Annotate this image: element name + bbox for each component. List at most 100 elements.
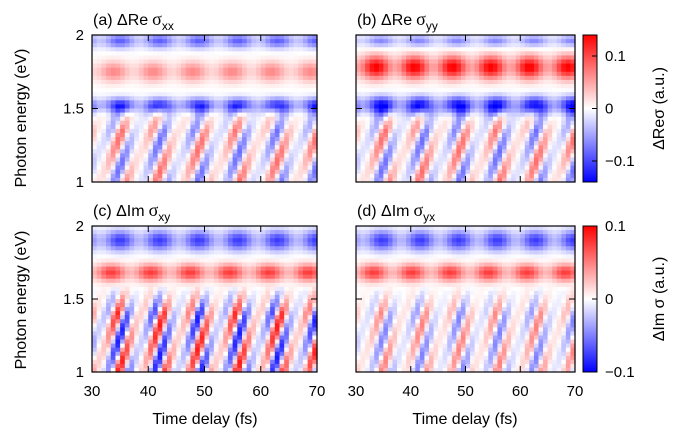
heatmap-cell — [520, 108, 526, 114]
heatmap-cell — [143, 311, 149, 316]
heatmap-cell — [199, 173, 206, 179]
heatmap-cell — [307, 43, 313, 48]
heatmap-cell — [242, 290, 248, 296]
heatmap-cell — [143, 270, 149, 276]
heatmap-cell — [227, 112, 234, 118]
heatmap-cell — [162, 319, 168, 324]
heatmap-cell — [176, 157, 182, 163]
heatmap-cell — [209, 63, 215, 69]
heatmap-cell — [438, 157, 444, 163]
heatmap-cell — [227, 124, 234, 130]
heatmap-cell — [143, 149, 149, 155]
heatmap-cell — [401, 169, 407, 175]
heatmap-cell — [561, 92, 567, 97]
heatmap-cell — [543, 112, 549, 118]
heatmap-cell — [406, 55, 412, 61]
heatmap-cell — [547, 112, 553, 118]
heatmap-cell — [419, 75, 426, 81]
heatmap-cell — [92, 173, 98, 179]
heatmap-cell — [492, 120, 499, 126]
heatmap-cell — [424, 133, 430, 138]
heatmap-cell — [502, 112, 508, 118]
heatmap-cell — [274, 363, 281, 369]
heatmap-cell — [157, 133, 163, 138]
heatmap-cell — [284, 149, 290, 155]
heatmap-cell — [106, 282, 112, 288]
heatmap-cell — [288, 262, 295, 268]
heatmap-cell — [570, 63, 576, 69]
heatmap-cell — [256, 169, 262, 175]
heatmap-cell — [302, 116, 309, 122]
heatmap-cell — [195, 55, 201, 61]
heatmap-cell — [213, 153, 220, 159]
heatmap-cell — [218, 246, 224, 251]
heatmap-cell — [284, 96, 290, 101]
heatmap-cell — [110, 347, 117, 353]
heatmap-cell — [181, 104, 187, 110]
heatmap-cell — [260, 282, 267, 288]
heatmap-cell — [181, 133, 187, 138]
heatmap-cell — [383, 173, 389, 179]
heatmap-cell — [181, 157, 187, 163]
heatmap-cell — [570, 173, 576, 179]
heatmap-cell — [162, 67, 168, 73]
heatmap-cell — [176, 71, 182, 77]
heatmap-cell — [251, 124, 257, 130]
heatmap-cell — [124, 165, 131, 171]
heatmap-cell — [218, 92, 224, 97]
heatmap-cell — [129, 258, 135, 264]
heatmap-cell — [438, 165, 444, 171]
heatmap-cell — [223, 116, 229, 122]
heatmap-cell — [470, 100, 476, 106]
heatmap-cell — [511, 137, 517, 142]
heatmap-cell — [369, 55, 375, 61]
heatmap-cell — [199, 157, 206, 163]
heatmap-cell — [171, 165, 177, 171]
heatmap-cell — [524, 43, 530, 48]
heatmap-cell — [124, 363, 131, 369]
heatmap-cell — [115, 278, 121, 284]
heatmap-cell — [195, 278, 201, 284]
heatmap-cell — [515, 153, 521, 159]
heatmap-cell — [515, 92, 521, 97]
heatmap-cell — [218, 84, 224, 89]
heatmap-cell — [570, 55, 576, 61]
heatmap-cell — [365, 133, 371, 138]
heatmap-cell — [483, 149, 489, 155]
heatmap-cell — [251, 359, 257, 365]
heatmap-cell — [260, 112, 267, 118]
heatmap-cell — [298, 39, 304, 44]
heatmap-cell — [419, 177, 426, 183]
heatmap-cell — [143, 177, 149, 183]
heatmap-cell — [552, 51, 558, 57]
heatmap-cell — [138, 177, 145, 183]
heatmap-cell — [148, 278, 154, 284]
heatmap-cell — [199, 258, 206, 264]
heatmap-cell — [148, 47, 154, 52]
heatmap-cell — [218, 355, 224, 361]
heatmap-cell — [520, 145, 526, 150]
heatmap-cell — [115, 274, 121, 280]
heatmap-cell — [181, 319, 187, 324]
heatmap-cell — [190, 250, 196, 255]
heatmap-cell — [502, 92, 508, 97]
heatmap-cell — [110, 355, 117, 361]
heatmap-cell — [106, 165, 112, 171]
heatmap-cell — [223, 108, 229, 114]
heatmap-cell — [506, 59, 512, 65]
heatmap-cell — [552, 35, 558, 40]
heatmap-cell — [209, 157, 215, 163]
heatmap-cell — [265, 230, 271, 235]
heatmap-cell — [157, 71, 163, 77]
heatmap-cell — [152, 315, 159, 320]
heatmap-cell — [129, 347, 135, 353]
heatmap-cell — [152, 331, 159, 337]
heatmap-cell — [195, 258, 201, 264]
heatmap-cell — [365, 75, 371, 81]
heatmap-cell — [134, 88, 140, 93]
heatmap-cell — [570, 39, 576, 44]
heatmap-cell — [185, 169, 192, 175]
heatmap-cell — [438, 96, 444, 101]
heatmap-cell — [497, 153, 503, 159]
heatmap-cell — [227, 290, 234, 296]
